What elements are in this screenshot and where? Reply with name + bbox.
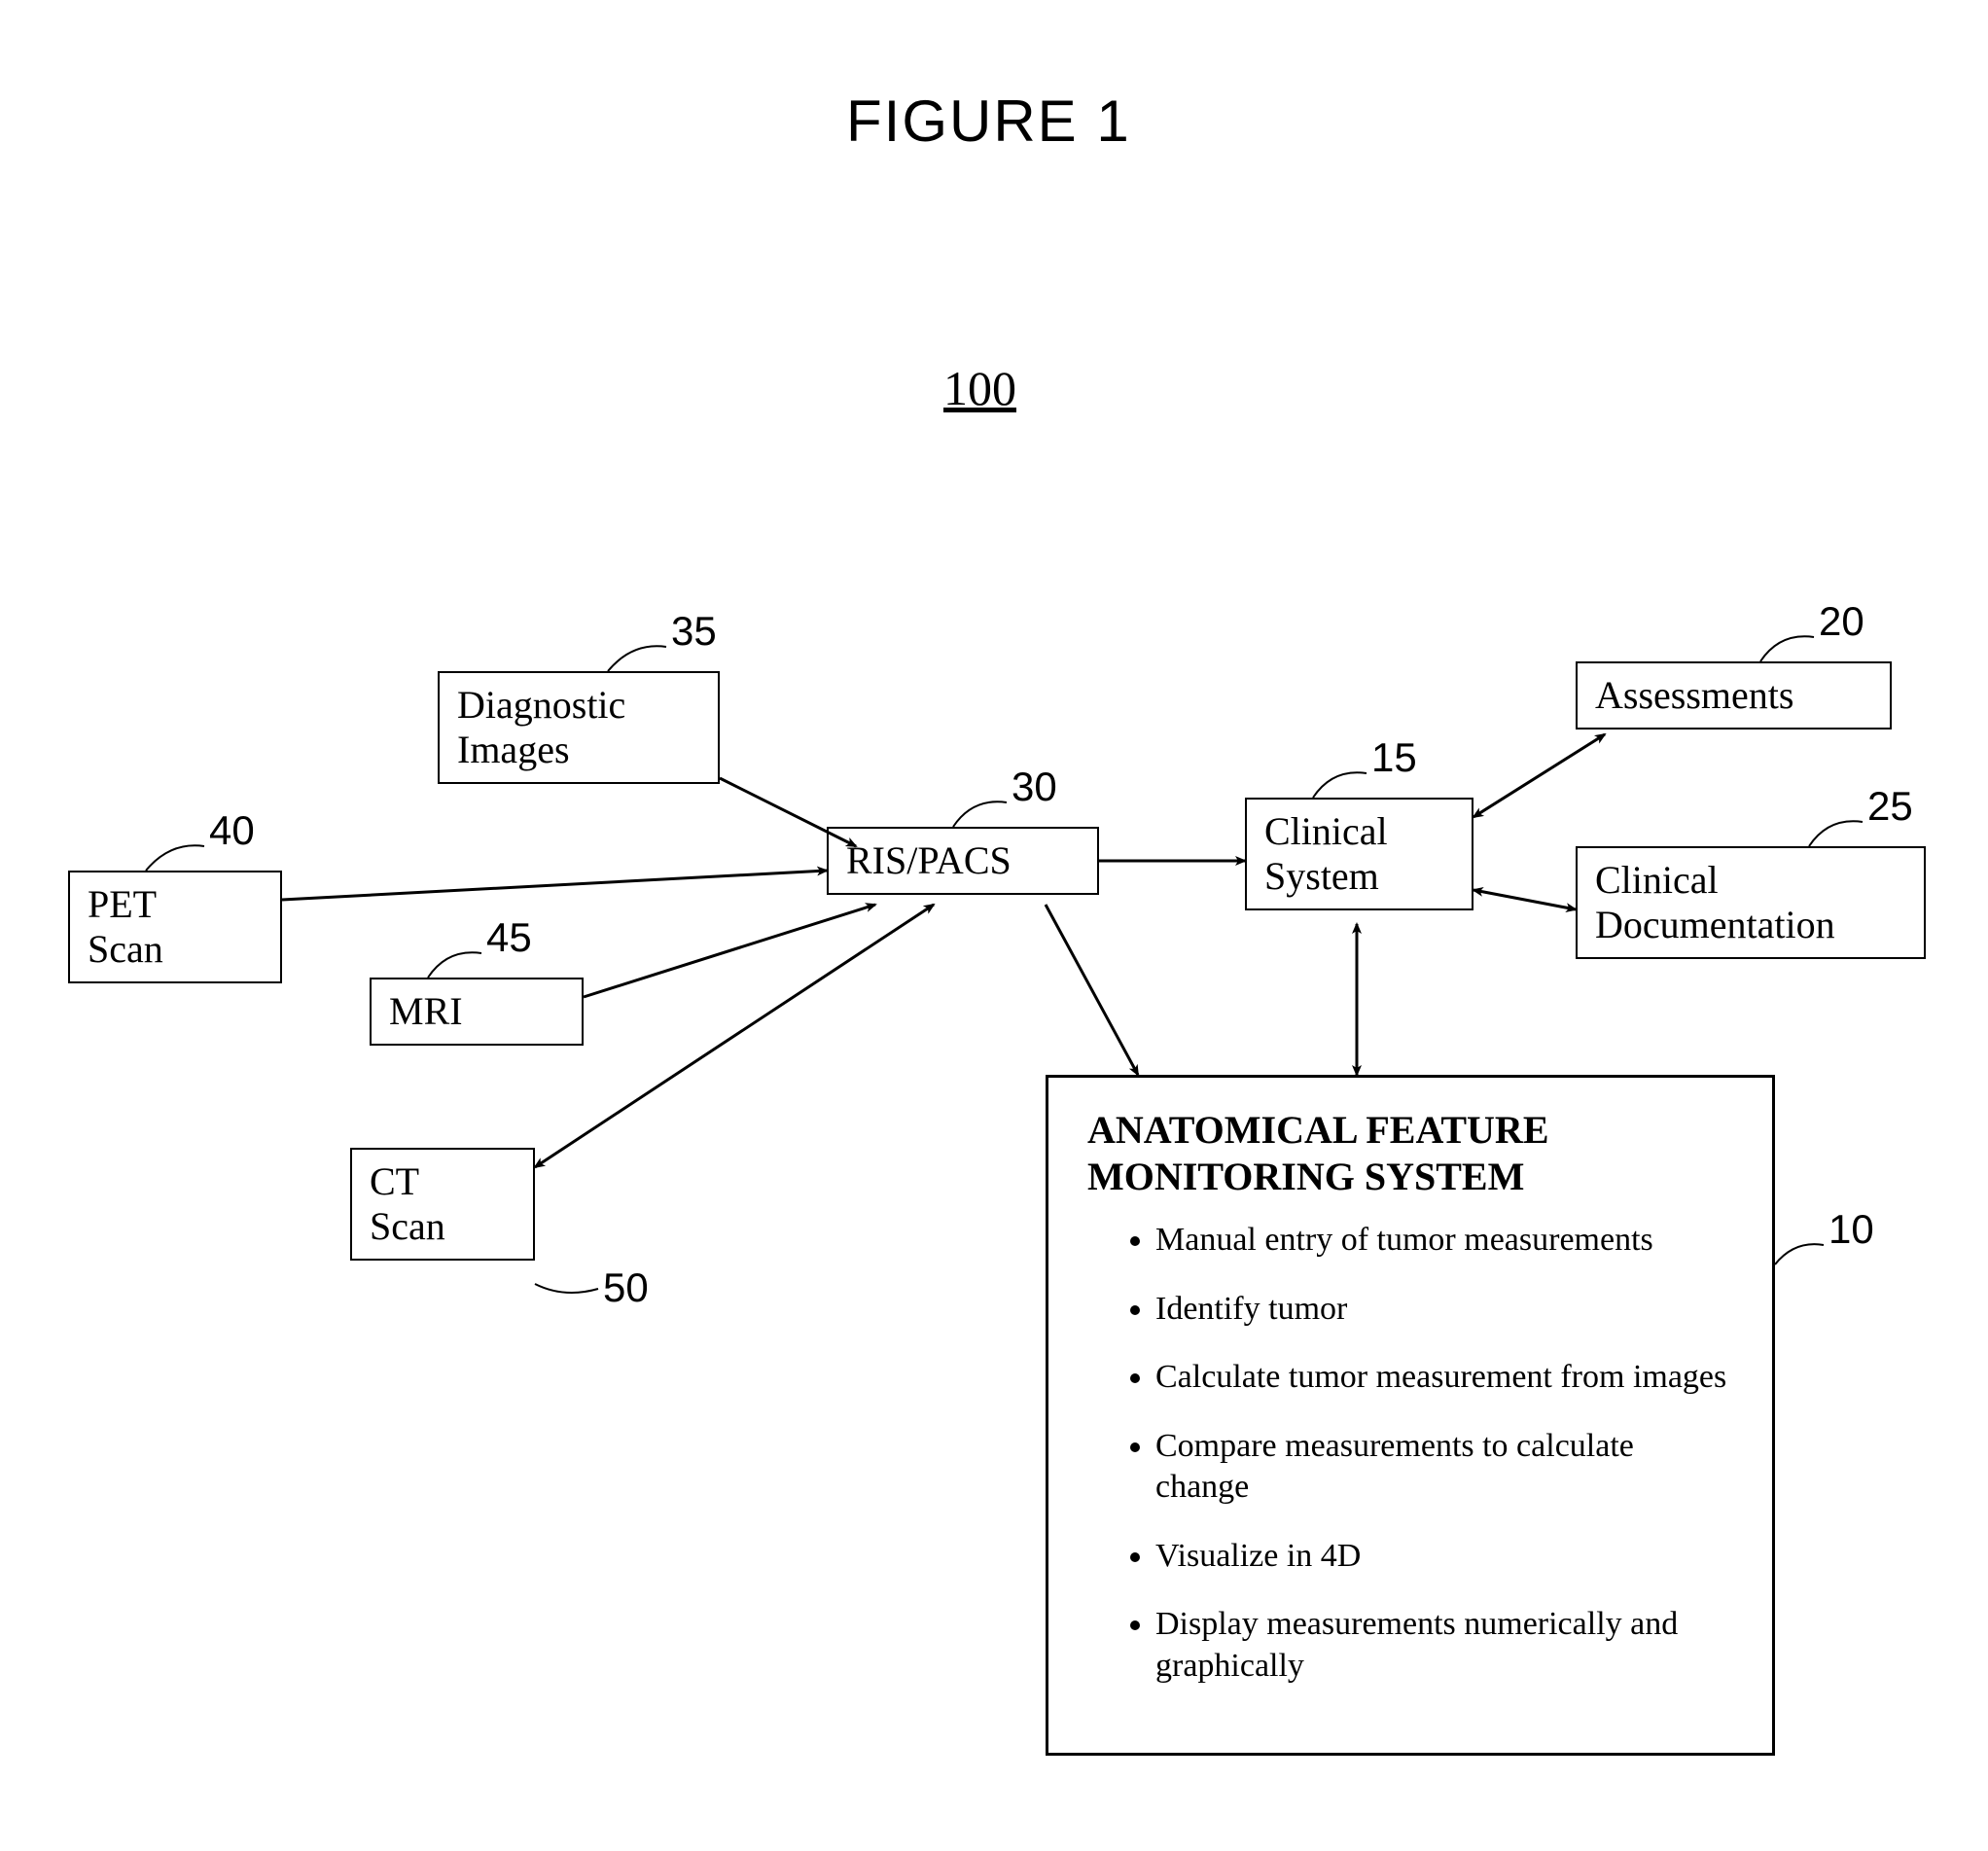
diagram-canvas: FIGURE 1 100 DiagnosticImages PETScan MR…	[0, 0, 1988, 1851]
arrows-layer	[0, 0, 1988, 1851]
